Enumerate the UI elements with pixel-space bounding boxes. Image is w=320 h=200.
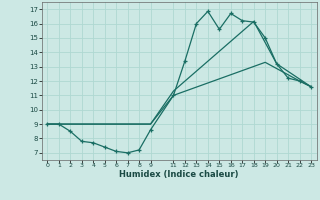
X-axis label: Humidex (Indice chaleur): Humidex (Indice chaleur)	[119, 170, 239, 179]
